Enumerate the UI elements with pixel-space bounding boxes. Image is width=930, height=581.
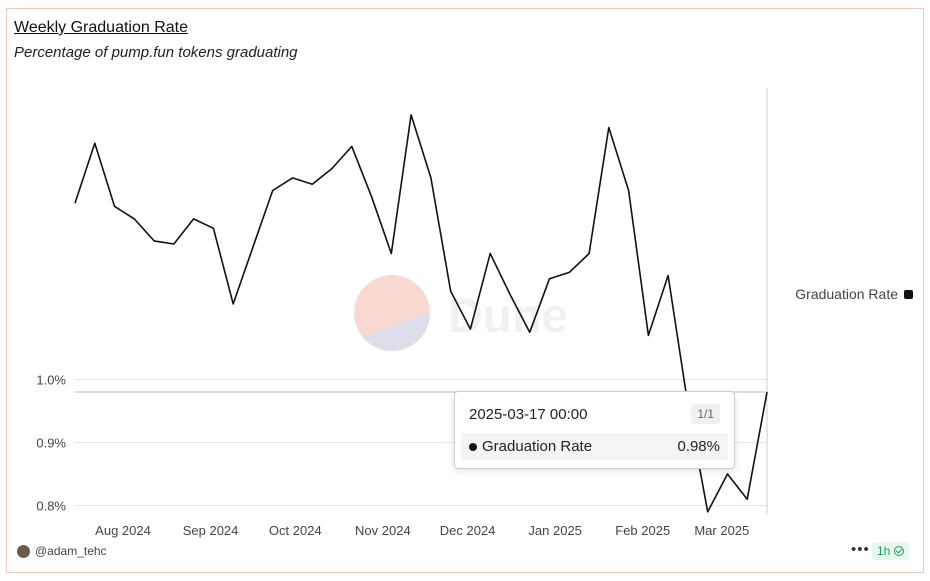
x-tick-label: Mar 2025 [694, 523, 749, 538]
series [73, 113, 769, 514]
legend-swatch-icon [904, 289, 913, 299]
data-point[interactable] [73, 201, 77, 205]
series-dot-icon [469, 442, 477, 451]
y-tick-label: 0.8% [36, 499, 66, 514]
author[interactable]: @adam_tehc [17, 544, 107, 558]
data-point[interactable] [231, 302, 235, 306]
x-tick-label: Sep 2024 [183, 523, 239, 538]
data-point[interactable] [548, 277, 552, 281]
data-point[interactable] [745, 497, 749, 501]
tooltip-value: 0.98% [677, 438, 720, 455]
author-handle: @adam_tehc [35, 544, 107, 558]
x-tick-label: Jan 2025 [528, 523, 582, 538]
x-tick-label: Nov 2024 [355, 523, 411, 538]
data-point[interactable] [152, 239, 156, 243]
data-point[interactable] [765, 390, 769, 394]
data-point[interactable] [310, 182, 314, 186]
data-point[interactable] [468, 327, 472, 331]
data-point[interactable] [627, 189, 631, 193]
tooltip-count: 1/1 [691, 404, 720, 424]
data-point[interactable] [587, 252, 591, 256]
data-point[interactable] [607, 126, 611, 130]
data-point[interactable] [370, 195, 374, 199]
data-point[interactable] [192, 217, 196, 221]
tooltip-date: 2025-03-17 00:00 [469, 406, 588, 423]
data-point[interactable] [251, 245, 255, 249]
tooltip: 2025-03-17 00:00 1/1 Graduation Rate 0.9… [454, 391, 735, 469]
x-tick-label: Oct 2024 [269, 523, 322, 538]
data-point[interactable] [646, 333, 650, 337]
data-point[interactable] [449, 289, 453, 293]
data-point[interactable] [271, 189, 275, 193]
data-point[interactable] [488, 252, 492, 256]
data-point[interactable] [113, 204, 117, 208]
data-point[interactable] [725, 472, 729, 476]
chart-subtitle: Percentage of pump.fun tokens graduating [14, 44, 298, 61]
avatar [17, 544, 30, 558]
data-point[interactable] [350, 144, 354, 148]
x-tick-label: Dec 2024 [440, 523, 496, 538]
data-point[interactable] [429, 176, 433, 180]
tooltip-row: Graduation Rate 0.98% [461, 433, 728, 460]
dune-watermark: Dune [354, 275, 568, 351]
data-point[interactable] [211, 226, 215, 230]
data-point[interactable] [290, 176, 294, 180]
data-point[interactable] [330, 166, 334, 170]
y-tick-label: 0.9% [36, 436, 66, 451]
watermark-bottom [354, 312, 430, 351]
data-point[interactable] [567, 270, 571, 274]
tooltip-series-name: Graduation Rate [482, 438, 593, 455]
axes: 0.8% 0.9% 1.0% Aug 2024 Sep 2024 Oct 2024 Nov … [36, 373, 749, 539]
legend-label: Graduation Rate [795, 286, 898, 302]
chart-title[interactable]: Weekly Graduation Rate [14, 19, 189, 36]
watermark-text: Dune [448, 290, 568, 343]
y-tick-label: 1.0% [36, 373, 66, 388]
refresh-interval: 1h [877, 544, 891, 558]
data-point[interactable] [132, 217, 136, 221]
more-options-icon[interactable]: ••• [851, 541, 870, 558]
chart-card [6, 8, 924, 573]
series-line[interactable] [74, 114, 768, 513]
x-tick-label: Aug 2024 [95, 523, 151, 538]
data-point[interactable] [508, 292, 512, 296]
data-point[interactable] [706, 510, 710, 514]
data-point[interactable] [389, 252, 393, 256]
data-point[interactable] [409, 113, 413, 117]
x-tick-label: Feb 2025 [615, 523, 670, 538]
check-circle-icon [894, 546, 905, 556]
data-point[interactable] [93, 141, 97, 145]
data-point[interactable] [528, 330, 532, 334]
legend[interactable]: Graduation Rate [795, 286, 913, 302]
refresh-badge[interactable]: 1h [872, 542, 910, 560]
data-point[interactable] [172, 242, 176, 246]
data-point[interactable] [666, 274, 670, 278]
